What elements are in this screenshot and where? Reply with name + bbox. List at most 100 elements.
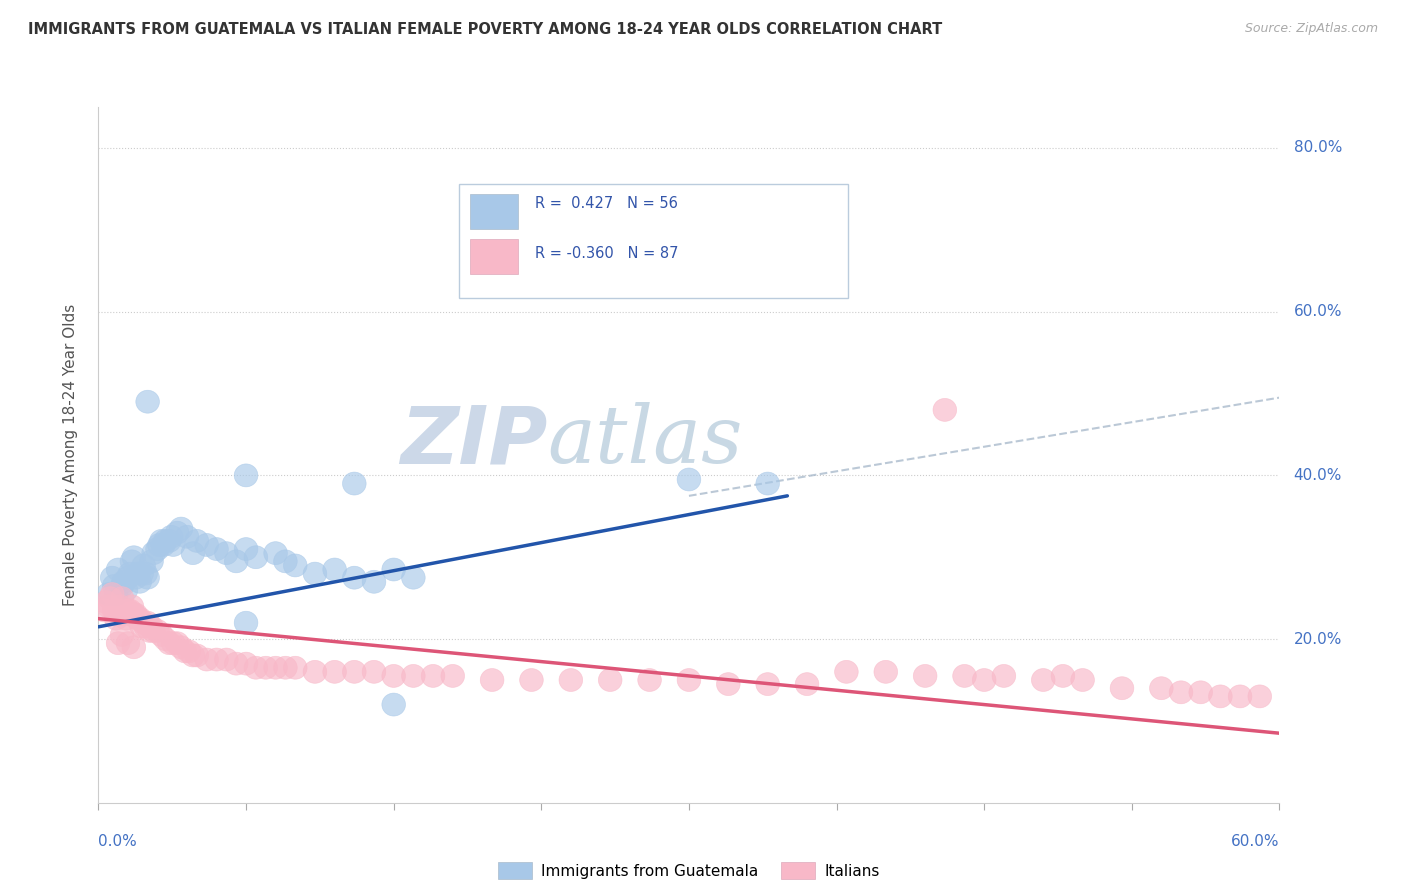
Y-axis label: Female Poverty Among 18-24 Year Olds: Female Poverty Among 18-24 Year Olds — [63, 304, 77, 606]
Ellipse shape — [953, 665, 976, 688]
Legend: Immigrants from Guatemala, Italians: Immigrants from Guatemala, Italians — [492, 855, 886, 886]
Ellipse shape — [195, 533, 218, 557]
Ellipse shape — [875, 660, 897, 683]
Ellipse shape — [136, 391, 159, 413]
Ellipse shape — [235, 538, 257, 560]
Ellipse shape — [599, 669, 621, 691]
Ellipse shape — [157, 530, 181, 552]
Ellipse shape — [169, 517, 193, 540]
Ellipse shape — [441, 665, 464, 688]
Ellipse shape — [323, 558, 346, 581]
Ellipse shape — [274, 657, 297, 679]
Ellipse shape — [1189, 681, 1212, 704]
Ellipse shape — [274, 549, 297, 573]
Ellipse shape — [343, 566, 366, 589]
Ellipse shape — [235, 652, 257, 675]
Ellipse shape — [205, 648, 228, 671]
Ellipse shape — [112, 603, 136, 626]
Ellipse shape — [1052, 665, 1074, 688]
Ellipse shape — [110, 624, 134, 647]
Text: 80.0%: 80.0% — [1294, 140, 1341, 155]
Ellipse shape — [132, 611, 156, 634]
Ellipse shape — [520, 669, 543, 691]
Ellipse shape — [1249, 685, 1271, 708]
Ellipse shape — [146, 538, 169, 560]
Ellipse shape — [149, 624, 173, 647]
Text: ZIP: ZIP — [399, 402, 547, 480]
Ellipse shape — [796, 673, 818, 696]
Ellipse shape — [166, 632, 188, 655]
Text: atlas: atlas — [547, 402, 742, 480]
Ellipse shape — [181, 541, 205, 565]
Ellipse shape — [638, 669, 661, 691]
Ellipse shape — [118, 562, 142, 585]
Ellipse shape — [235, 611, 257, 634]
Ellipse shape — [107, 558, 129, 581]
Text: 20.0%: 20.0% — [1294, 632, 1341, 647]
Ellipse shape — [560, 669, 582, 691]
Ellipse shape — [215, 541, 238, 565]
Ellipse shape — [254, 657, 277, 679]
Ellipse shape — [152, 533, 176, 557]
Ellipse shape — [162, 533, 186, 557]
Ellipse shape — [98, 587, 122, 609]
Ellipse shape — [973, 669, 995, 691]
Ellipse shape — [934, 399, 956, 421]
Ellipse shape — [363, 660, 385, 683]
Text: 60.0%: 60.0% — [1294, 304, 1341, 319]
FancyBboxPatch shape — [471, 239, 517, 274]
FancyBboxPatch shape — [471, 194, 517, 229]
Ellipse shape — [129, 615, 153, 639]
Ellipse shape — [117, 566, 139, 589]
Ellipse shape — [100, 582, 124, 606]
Ellipse shape — [120, 549, 143, 573]
Ellipse shape — [1071, 669, 1094, 691]
Ellipse shape — [124, 566, 148, 589]
Ellipse shape — [107, 632, 129, 655]
Ellipse shape — [138, 619, 162, 642]
Text: R = -0.360   N = 87: R = -0.360 N = 87 — [536, 245, 679, 260]
Ellipse shape — [127, 607, 149, 630]
Ellipse shape — [181, 644, 205, 667]
Ellipse shape — [579, 255, 602, 278]
Ellipse shape — [215, 648, 238, 671]
Ellipse shape — [159, 525, 183, 549]
Ellipse shape — [1150, 677, 1173, 699]
Text: 0.0%: 0.0% — [98, 834, 138, 849]
Ellipse shape — [481, 669, 503, 691]
Ellipse shape — [756, 673, 779, 696]
Ellipse shape — [1111, 677, 1133, 699]
Ellipse shape — [117, 632, 139, 655]
Ellipse shape — [97, 595, 120, 618]
Ellipse shape — [245, 546, 267, 569]
Ellipse shape — [225, 549, 247, 573]
Ellipse shape — [104, 582, 128, 606]
Ellipse shape — [93, 599, 117, 622]
Ellipse shape — [157, 632, 181, 655]
Ellipse shape — [139, 549, 163, 573]
Ellipse shape — [142, 541, 166, 565]
Ellipse shape — [1229, 685, 1251, 708]
Ellipse shape — [284, 554, 307, 577]
Ellipse shape — [402, 566, 425, 589]
Ellipse shape — [363, 570, 385, 593]
Ellipse shape — [132, 554, 156, 577]
Ellipse shape — [343, 472, 366, 495]
Ellipse shape — [153, 628, 177, 650]
Ellipse shape — [142, 619, 166, 642]
Text: R =  0.427   N = 56: R = 0.427 N = 56 — [536, 195, 678, 211]
Ellipse shape — [120, 595, 143, 618]
Ellipse shape — [122, 603, 146, 626]
Ellipse shape — [205, 538, 228, 560]
FancyBboxPatch shape — [458, 184, 848, 298]
Ellipse shape — [149, 530, 173, 552]
Ellipse shape — [117, 599, 139, 622]
Ellipse shape — [176, 525, 198, 549]
Ellipse shape — [129, 562, 153, 585]
Ellipse shape — [153, 530, 177, 552]
Ellipse shape — [162, 632, 186, 655]
Ellipse shape — [756, 472, 779, 495]
Ellipse shape — [382, 693, 405, 716]
Ellipse shape — [914, 665, 936, 688]
Ellipse shape — [1209, 685, 1232, 708]
